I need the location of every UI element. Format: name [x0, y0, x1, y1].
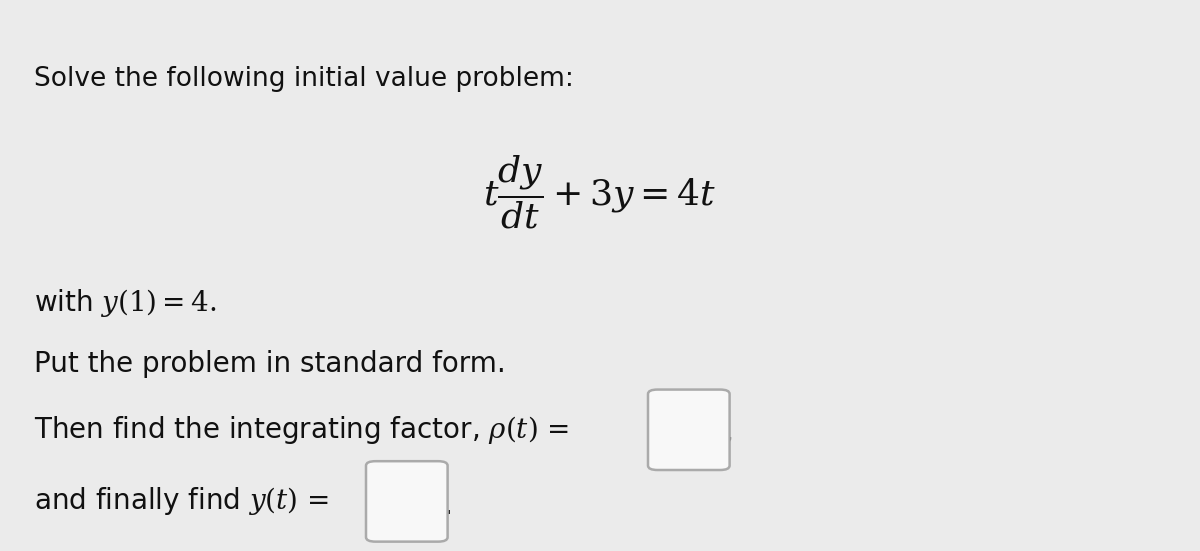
FancyBboxPatch shape: [366, 461, 448, 542]
Text: and finally find $y(t)$ =: and finally find $y(t)$ =: [34, 485, 329, 517]
Text: ,: ,: [725, 419, 733, 446]
Text: $t\dfrac{dy}{dt} + 3y = 4t$: $t\dfrac{dy}{dt} + 3y = 4t$: [484, 154, 716, 231]
Text: Solve the following initial value problem:: Solve the following initial value proble…: [34, 66, 574, 92]
Text: with $y(1) = 4.$: with $y(1) = 4.$: [34, 287, 216, 319]
Text: Put the problem in standard form.: Put the problem in standard form.: [34, 350, 505, 377]
Text: Then find the integrating factor, $\rho(t)$ =: Then find the integrating factor, $\rho(…: [34, 414, 569, 446]
Text: .: .: [444, 492, 452, 520]
FancyBboxPatch shape: [648, 390, 730, 470]
